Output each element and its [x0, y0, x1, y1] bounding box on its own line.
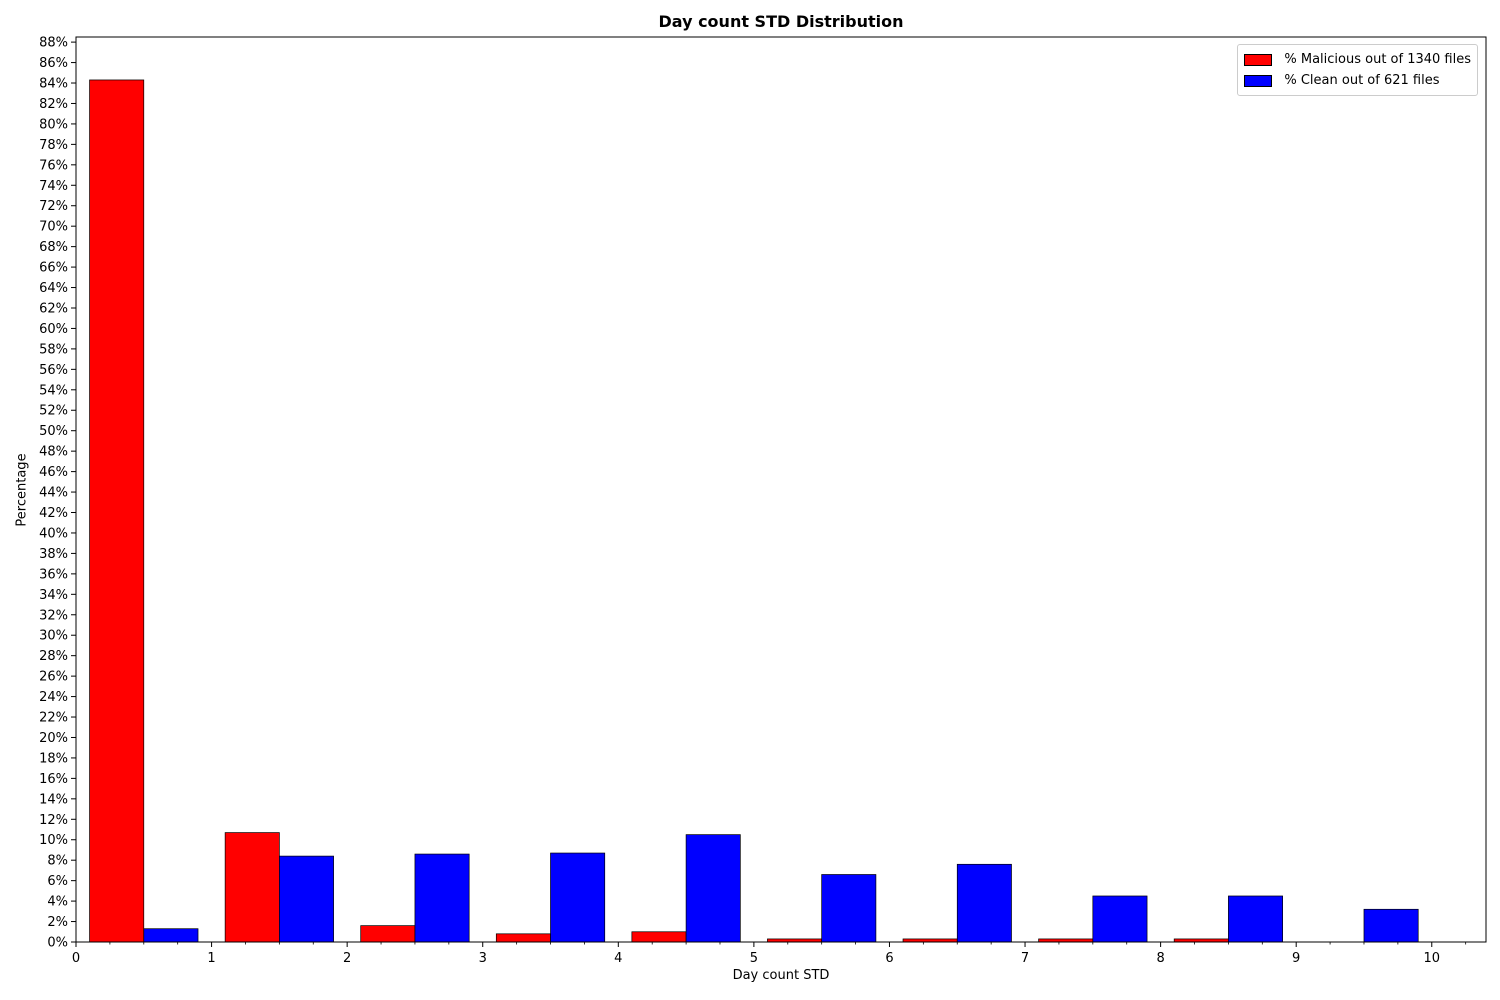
y-tick-label: 14%	[39, 792, 68, 807]
bar-malicious-4	[631, 931, 687, 943]
y-tick-label: 38%	[39, 547, 68, 562]
y-tick-label: 62%	[39, 301, 68, 316]
x-tick-label: 8	[1156, 951, 1164, 966]
bar-clean-0	[143, 928, 199, 943]
ticks-layer: 0%2%4%6%8%10%12%14%16%18%20%22%24%26%28%…	[39, 36, 1467, 966]
y-tick-label: 36%	[39, 567, 68, 582]
x-tick-label: 3	[479, 951, 487, 966]
y-tick-label: 2%	[47, 915, 68, 930]
bar-malicious-2	[360, 925, 416, 943]
legend-item-clean: % Clean out of 621 files	[1244, 70, 1471, 91]
y-tick-label: 50%	[39, 424, 68, 439]
y-tick-label: 30%	[39, 629, 68, 644]
y-tick-label: 54%	[39, 383, 68, 398]
plot-area-frame	[75, 36, 1487, 943]
y-tick-label: 44%	[39, 486, 68, 501]
y-tick-label: 10%	[39, 833, 68, 848]
y-tick-label: 22%	[39, 711, 68, 726]
x-tick-label: 9	[1292, 951, 1300, 966]
y-tick-label: 18%	[39, 751, 68, 766]
y-tick-label: 40%	[39, 526, 68, 541]
bar-clean-5	[821, 874, 877, 943]
y-tick-label: 32%	[39, 608, 68, 623]
y-tick-label: 4%	[47, 895, 68, 910]
bar-clean-6	[956, 863, 1012, 943]
y-tick-label: 78%	[39, 138, 68, 153]
legend-item-malicious: % Malicious out of 1340 files	[1244, 49, 1471, 70]
legend-label-clean: % Clean out of 621 files	[1284, 73, 1440, 88]
bars-layer	[89, 79, 1419, 943]
y-tick-label: 84%	[39, 77, 68, 92]
y-tick-label: 8%	[47, 854, 68, 869]
y-tick-label: 72%	[39, 199, 68, 214]
x-tick-label: 7	[1021, 951, 1029, 966]
y-axis-label: Percentage	[14, 453, 30, 527]
y-tick-label: 68%	[39, 240, 68, 255]
legend-label-malicious: % Malicious out of 1340 files	[1284, 52, 1471, 67]
bar-malicious-3	[495, 933, 551, 943]
bar-clean-4	[685, 834, 741, 943]
bar-malicious-1	[224, 832, 280, 943]
y-tick-label: 64%	[39, 281, 68, 296]
y-tick-label: 82%	[39, 97, 68, 112]
y-tick-label: 16%	[39, 772, 68, 787]
y-tick-label: 58%	[39, 342, 68, 357]
y-tick-label: 70%	[39, 220, 68, 235]
y-tick-label: 88%	[39, 36, 68, 51]
y-tick-label: 12%	[39, 813, 68, 828]
x-axis-label: Day count STD	[732, 968, 830, 983]
y-tick-label: 46%	[39, 465, 68, 480]
x-tick-label: 0	[72, 951, 80, 966]
y-tick-label: 0%	[47, 936, 68, 951]
bar-clean-3	[550, 852, 606, 943]
x-tick-label: 10	[1423, 951, 1440, 966]
y-tick-label: 34%	[39, 588, 68, 603]
y-tick-label: 20%	[39, 731, 68, 746]
bar-malicious-0	[89, 79, 145, 943]
y-tick-label: 28%	[39, 649, 68, 664]
y-tick-label: 76%	[39, 158, 68, 173]
x-tick-label: 6	[885, 951, 893, 966]
y-tick-label: 26%	[39, 670, 68, 685]
y-tick-label: 48%	[39, 445, 68, 460]
y-tick-label: 6%	[47, 874, 68, 889]
chart-title: Day count STD Distribution	[658, 12, 904, 31]
y-tick-label: 60%	[39, 322, 68, 337]
bar-clean-1	[279, 855, 334, 943]
legend-swatch-clean	[1244, 74, 1273, 87]
y-tick-label: 80%	[39, 117, 68, 132]
x-tick-label: 1	[207, 951, 215, 966]
legend-swatch-malicious	[1244, 53, 1273, 66]
y-tick-label: 52%	[39, 404, 68, 419]
bar-clean-2	[414, 853, 470, 943]
bar-clean-7	[1092, 895, 1148, 943]
bar-clean-8	[1228, 895, 1283, 943]
x-tick-label: 4	[614, 951, 622, 966]
y-tick-label: 56%	[39, 363, 68, 378]
y-tick-label: 66%	[39, 261, 68, 276]
y-tick-label: 42%	[39, 506, 68, 521]
y-tick-label: 24%	[39, 690, 68, 705]
bar-clean-9	[1363, 908, 1419, 943]
y-tick-label: 74%	[39, 179, 68, 194]
x-tick-label: 5	[750, 951, 758, 966]
y-tick-label: 86%	[39, 56, 68, 71]
x-tick-label: 2	[343, 951, 351, 966]
legend: % Malicious out of 1340 files % Clean ou…	[1237, 44, 1478, 96]
